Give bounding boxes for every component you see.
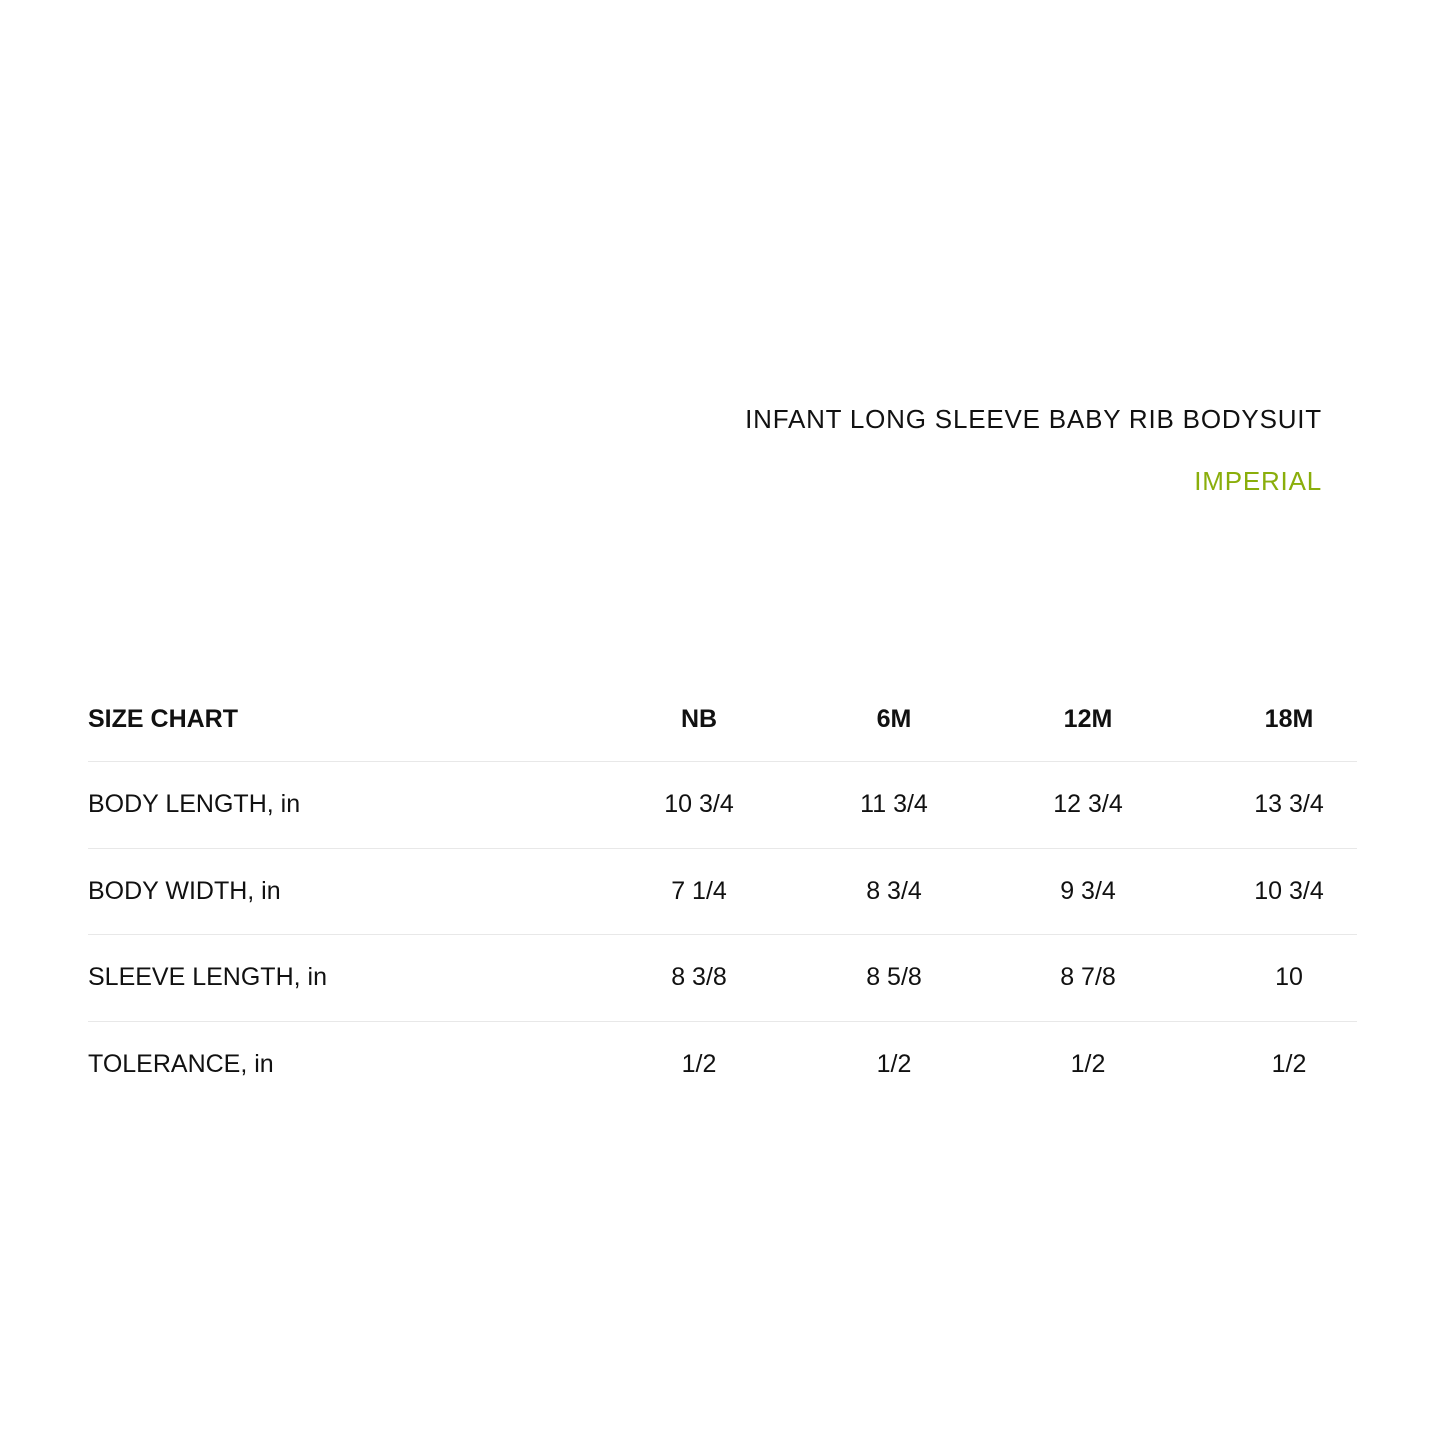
cell-value: 10 bbox=[1275, 963, 1303, 992]
table-row: TOLERANCE, in 1/2 1/2 1/2 1/2 bbox=[88, 1022, 1357, 1108]
cell-value: 10 3/4 bbox=[664, 790, 734, 819]
cell-value: 7 1/4 bbox=[671, 876, 727, 905]
header-18m: 18M bbox=[1264, 704, 1314, 733]
cell-value: 9 3/4 bbox=[1060, 876, 1116, 905]
cell-value: 1/2 bbox=[1271, 1049, 1307, 1078]
table-row: BODY LENGTH, in 10 3/4 11 3/4 12 3/4 13 … bbox=[88, 762, 1357, 849]
size-chart-table: SIZE CHART NB 6M 12M 18M BODY LENGTH, in… bbox=[88, 677, 1357, 1107]
cell-value: 8 5/8 bbox=[866, 963, 922, 992]
table-row: SLEEVE LENGTH, in 8 3/8 8 5/8 8 7/8 10 bbox=[88, 935, 1357, 1022]
cell-value: 8 3/8 bbox=[671, 963, 727, 992]
cell-value: 1/2 bbox=[1070, 1049, 1106, 1078]
cell-value: 8 7/8 bbox=[1060, 963, 1116, 992]
table-header-row: SIZE CHART NB 6M 12M 18M bbox=[88, 677, 1357, 762]
row-label: BODY LENGTH, in bbox=[88, 790, 301, 819]
header-12m: 12M bbox=[1063, 704, 1113, 733]
table-row: BODY WIDTH, in 7 1/4 8 3/4 9 3/4 10 3/4 bbox=[88, 849, 1357, 935]
row-label: TOLERANCE, in bbox=[88, 1049, 274, 1078]
row-label: SLEEVE LENGTH, in bbox=[88, 963, 327, 992]
cell-value: 1/2 bbox=[876, 1049, 912, 1078]
header-nb: NB bbox=[680, 704, 718, 733]
cell-value: 13 3/4 bbox=[1254, 790, 1324, 819]
header-6m: 6M bbox=[876, 704, 912, 733]
row-label: BODY WIDTH, in bbox=[88, 876, 281, 905]
cell-value: 8 3/4 bbox=[866, 876, 922, 905]
header-size-chart: SIZE CHART bbox=[88, 704, 238, 733]
cell-value: 1/2 bbox=[681, 1049, 717, 1078]
cell-value: 12 3/4 bbox=[1053, 790, 1123, 819]
cell-value: 10 3/4 bbox=[1254, 876, 1324, 905]
unit-system-label: IMPERIAL bbox=[1194, 466, 1322, 496]
product-title: INFANT LONG SLEEVE BABY RIB BODYSUIT bbox=[745, 404, 1322, 434]
cell-value: 11 3/4 bbox=[860, 790, 928, 819]
